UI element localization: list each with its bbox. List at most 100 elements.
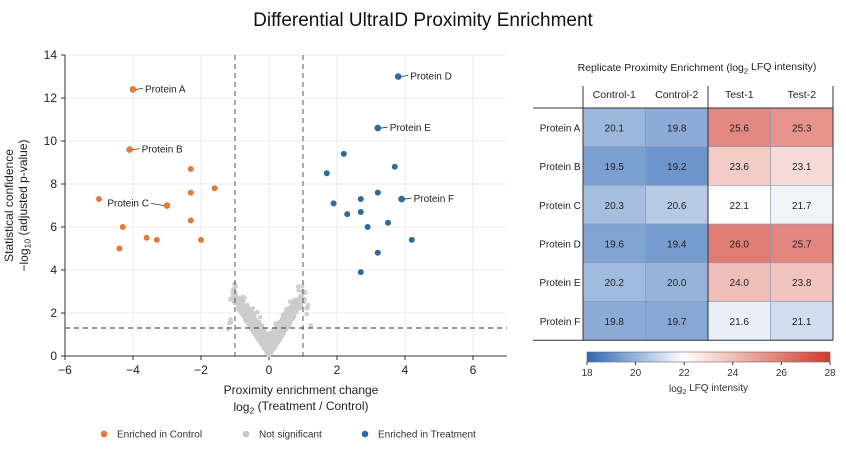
heatmap-cell-value: 23.8 [792,278,812,289]
point-enriched-in-treatment [357,196,364,203]
point-enriched-in-control [187,189,194,196]
point-enriched-in-control [119,224,126,230]
point-not-significant [296,297,302,302]
point-not-significant [291,303,296,308]
point-not-significant [286,310,292,316]
heatmap-row-label: Protein F [540,317,581,328]
point-not-significant [267,351,273,357]
y-axis-label: Statistical confidence [2,149,16,262]
point-enriched-in-control [198,236,204,243]
point-enriched-in-treatment [364,224,371,230]
heatmap-cell-value: 25.3 [792,123,812,134]
colorbar-tick-label: 20 [630,368,642,379]
colorbar-tick-label: 22 [679,368,691,379]
point-not-significant [267,334,273,340]
point-enriched-in-treatment [357,208,364,215]
annotation-label: Protein B [142,145,183,156]
point-not-significant [239,301,245,306]
x-tick-label: −4 [126,363,140,377]
point-not-significant [277,333,283,338]
point-not-significant [246,323,252,328]
point-not-significant [265,340,270,346]
colorbar-label: log2 LFQ intensity [669,383,748,396]
heatmap-cell-value: 23.1 [792,162,812,173]
annotation-leader [135,88,144,90]
point-not-significant [235,301,241,307]
x-tick-label: 0 [266,363,273,377]
point-not-significant [285,306,291,312]
annotated-point [129,86,137,93]
point-not-significant [263,346,268,352]
point-not-significant [231,286,237,291]
heatmap-cell-value: 25.6 [730,123,750,134]
heatmap-cell [770,223,834,264]
point-not-significant [250,305,256,311]
annotation-leader [401,75,409,77]
point-not-significant [302,290,307,296]
heatmap-plot: Replicate Proximity Enrichment (log2 LFQ… [533,61,836,396]
x-tick-label: 4 [402,363,409,377]
volcano-legend: Enriched in Control Not significant Enrich… [100,430,476,441]
point-not-significant [277,320,283,325]
chart-title: Differential UltraID Proximity Enrichmen… [253,10,593,31]
point-not-significant [277,329,283,334]
point-not-significant [235,297,241,303]
point-not-significant [300,284,305,289]
heatmap-cell [707,107,771,148]
heatmap-cell-value: 19.8 [605,317,625,328]
heatmap-cell [707,223,771,264]
heatmap-cell-value: 24.0 [730,278,750,289]
point-enriched-in-treatment [340,150,347,157]
y-tick-label: 14 [44,48,58,62]
x-tick-label: 6 [470,363,477,377]
not-significant-points [225,281,314,358]
heatmap-cell [645,223,709,264]
heatmap-cell [645,185,709,225]
heatmap-cell-value: 23.6 [730,162,750,173]
annotation-leader [132,148,140,150]
heatmap-cell [770,146,834,186]
heatmap-cell [582,107,646,148]
annotation-label: Protein F [414,194,455,205]
heatmap-row-label: Protein D [539,239,581,250]
point-not-significant [279,316,285,322]
y-tick-label: 2 [50,306,57,320]
y-tick-label: 0 [50,349,57,363]
heatmap-cell [770,301,834,341]
colorbar [586,351,831,363]
point-enriched-in-control [187,217,194,224]
point-not-significant [237,307,242,313]
point-enriched-in-treatment [408,236,415,243]
annotation-label: Protein C [107,199,149,210]
legend-marker [242,430,250,438]
point-not-significant [286,316,291,322]
point-not-significant [274,323,280,329]
heatmap-cell-value: 19.5 [605,162,625,173]
heatmap-column-label: Control-1 [593,89,636,101]
y-axis-label-2: −log10 (adjusted p-value) [16,139,33,271]
y-tick-label: 8 [50,177,57,191]
heatmap-cell [582,301,646,341]
heatmap-cell-value: 21.6 [730,317,750,328]
y-tick-label: 10 [44,134,58,148]
point-not-significant [295,284,301,289]
point-enriched-in-treatment [330,200,337,207]
point-not-significant [280,312,286,318]
annotated-point [163,202,171,209]
point-enriched-in-control [96,196,102,203]
heatmap-cell [770,107,834,148]
point-not-significant [261,342,267,348]
point-not-significant [249,319,255,325]
point-not-significant [296,288,301,293]
heatmap-row-label: Protein A [540,123,581,134]
heatmap-cell [707,185,771,225]
heatmap-cell-value: 25.7 [792,239,812,250]
point-not-significant [304,305,309,311]
point-enriched-in-treatment [374,189,381,196]
annotation-leader [380,126,388,129]
heatmap-row-label: Protein B [539,162,580,173]
heatmap-column-label: Test-2 [787,89,816,101]
annotation-leader [404,197,412,200]
heatmap-cell-value: 19.6 [605,239,625,250]
